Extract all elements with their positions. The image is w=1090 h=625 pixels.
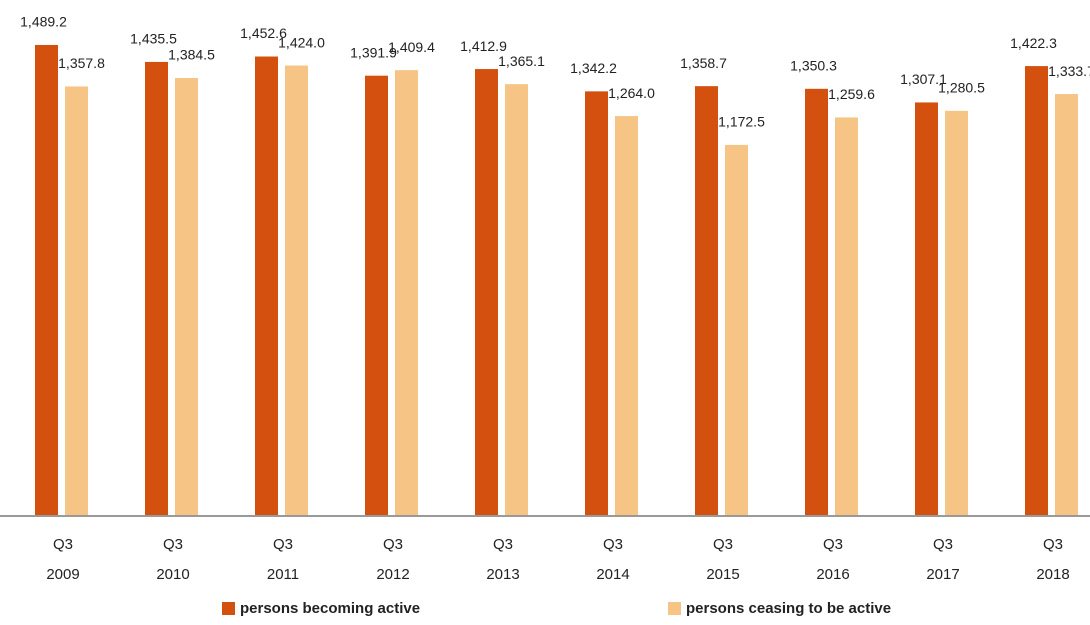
x-tick-label: Q3 — [1043, 536, 1063, 553]
bar — [395, 70, 418, 515]
x-tick-label: Q3 — [493, 536, 513, 553]
x-tick-label: 2009 — [46, 566, 79, 583]
legend-swatch — [668, 602, 681, 615]
legend-swatch — [222, 602, 235, 615]
bar — [505, 84, 528, 515]
bar — [725, 144, 748, 515]
x-tick-label: Q3 — [933, 536, 953, 553]
value-label: 1,391.9 — [350, 44, 397, 60]
bar — [285, 65, 308, 516]
bar — [835, 117, 858, 515]
x-tick-label: 2013 — [486, 566, 519, 583]
value-label: 1,365.1 — [498, 53, 545, 69]
bar — [1055, 94, 1078, 515]
bar — [35, 44, 58, 515]
value-label: 1,489.2 — [20, 14, 67, 30]
bar — [145, 61, 168, 515]
bar — [365, 75, 388, 515]
bar — [175, 78, 198, 516]
x-tick-label: Q3 — [713, 536, 733, 553]
value-label: 1,424.0 — [278, 34, 325, 50]
value-label: 1,307.1 — [900, 71, 947, 87]
value-label: 1,172.5 — [718, 114, 765, 130]
bar — [255, 56, 278, 515]
value-label: 1,350.3 — [790, 58, 837, 74]
x-tick-label: Q3 — [603, 536, 623, 553]
x-tick-label: 2016 — [816, 566, 849, 583]
bar — [945, 110, 968, 515]
value-label: 1,452.6 — [240, 25, 287, 41]
value-label: 1,333.7 — [1048, 63, 1090, 79]
x-tick-label: Q3 — [823, 536, 843, 553]
x-tick-label: 2015 — [706, 566, 739, 583]
value-label: 1,422.3 — [1010, 35, 1057, 51]
value-label: 1,259.6 — [828, 86, 875, 102]
bar — [915, 102, 938, 515]
x-tick-label: 2010 — [156, 566, 189, 583]
bar — [65, 86, 88, 516]
x-tick-label: Q3 — [383, 536, 403, 553]
value-label: 1,342.2 — [570, 60, 617, 76]
value-label: 1,357.8 — [58, 55, 105, 71]
x-tick-label: Q3 — [53, 536, 73, 553]
value-label: 1,384.5 — [168, 47, 215, 63]
value-label: 1,358.7 — [680, 55, 727, 71]
value-label: 1,280.5 — [938, 80, 985, 96]
bar — [695, 86, 718, 515]
value-label: 1,409.4 — [388, 39, 435, 55]
bar — [585, 91, 608, 515]
legend-label: persons becoming active — [240, 600, 420, 617]
value-label: 1,435.5 — [130, 31, 177, 47]
bar — [475, 69, 498, 515]
x-tick-label: 2017 — [926, 566, 959, 583]
x-tick-label: Q3 — [163, 536, 183, 553]
bar — [1025, 66, 1048, 516]
x-tick-label: 2018 — [1036, 566, 1069, 583]
x-tick-label: 2014 — [596, 566, 629, 583]
x-tick-label: 2011 — [267, 566, 299, 583]
x-tick-label: Q3 — [273, 536, 293, 553]
value-label: 1,412.9 — [460, 38, 507, 54]
bar — [805, 88, 828, 516]
legend-label: persons ceasing to be active — [686, 600, 891, 617]
bar — [615, 116, 638, 516]
value-label: 1,264.0 — [608, 85, 655, 101]
x-tick-label: 2012 — [376, 566, 409, 583]
